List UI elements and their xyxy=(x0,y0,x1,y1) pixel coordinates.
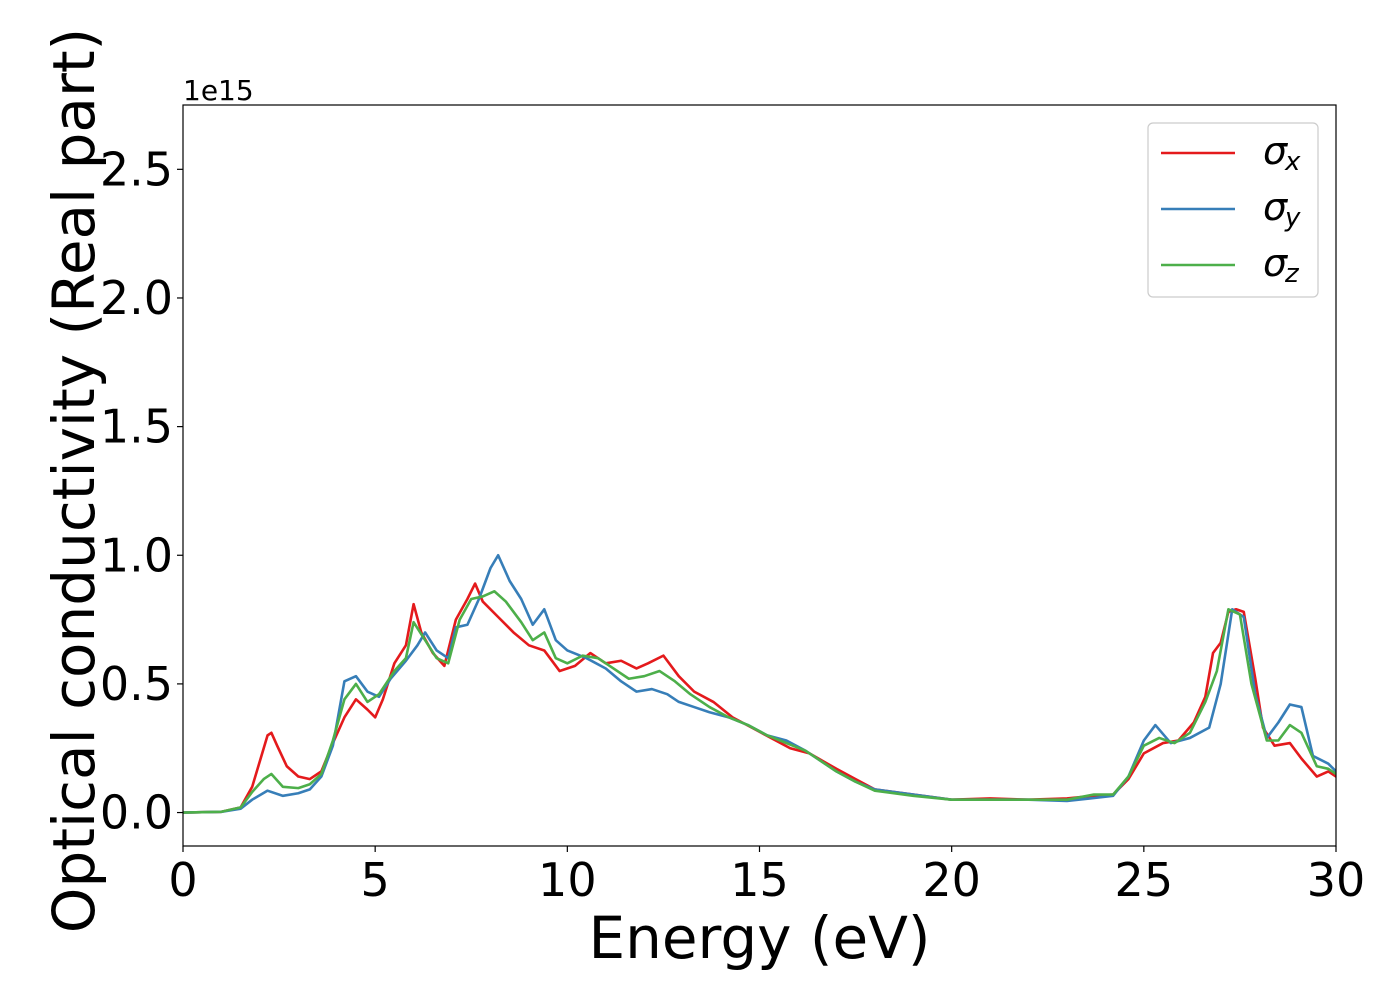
legend-label-sigma-x: σ xyxy=(1263,129,1289,173)
x-axis-title: Energy (eV) xyxy=(588,904,930,972)
x-tick-label: 25 xyxy=(1115,853,1174,907)
x-tick-label: 10 xyxy=(538,853,597,907)
series-layer xyxy=(183,553,1336,814)
y-tick-label: 1.5 xyxy=(100,400,173,454)
y-tick-label: 0.5 xyxy=(100,657,173,711)
legend-subscript-y: y xyxy=(1284,203,1301,233)
y-tick-label: 2.0 xyxy=(100,271,173,325)
x-tick-label: 0 xyxy=(168,853,197,907)
y-axis-title: Optical conductivity (Real part) xyxy=(40,28,108,933)
legend-subscript-x: x xyxy=(1284,147,1301,177)
legend-label-sigma-y: σ xyxy=(1263,185,1289,229)
x-tick-label: 15 xyxy=(730,853,789,907)
x-tick-label: 20 xyxy=(922,853,981,907)
y-tick-label: 1.0 xyxy=(100,528,173,582)
legend-subscript-z: z xyxy=(1284,259,1300,289)
x-tick-label: 30 xyxy=(1307,853,1366,907)
series-line-sigma-y xyxy=(183,553,1336,814)
y-tick-label: 0.0 xyxy=(100,786,173,840)
y-axis-offset-text: 1e15 xyxy=(183,74,254,107)
series-line-sigma-x xyxy=(183,582,1336,814)
y-tick-label: 2.5 xyxy=(100,142,173,196)
legend-label-sigma-z: σ xyxy=(1263,241,1289,285)
series-line-sigma-z xyxy=(183,589,1336,814)
x-tick-label: 5 xyxy=(361,853,390,907)
x-axis-ticks: 0 5 10 15 20 25 30 xyxy=(168,846,1365,907)
y-axis-ticks: 0.0 0.5 1.0 1.5 2.0 2.5 xyxy=(100,142,183,840)
